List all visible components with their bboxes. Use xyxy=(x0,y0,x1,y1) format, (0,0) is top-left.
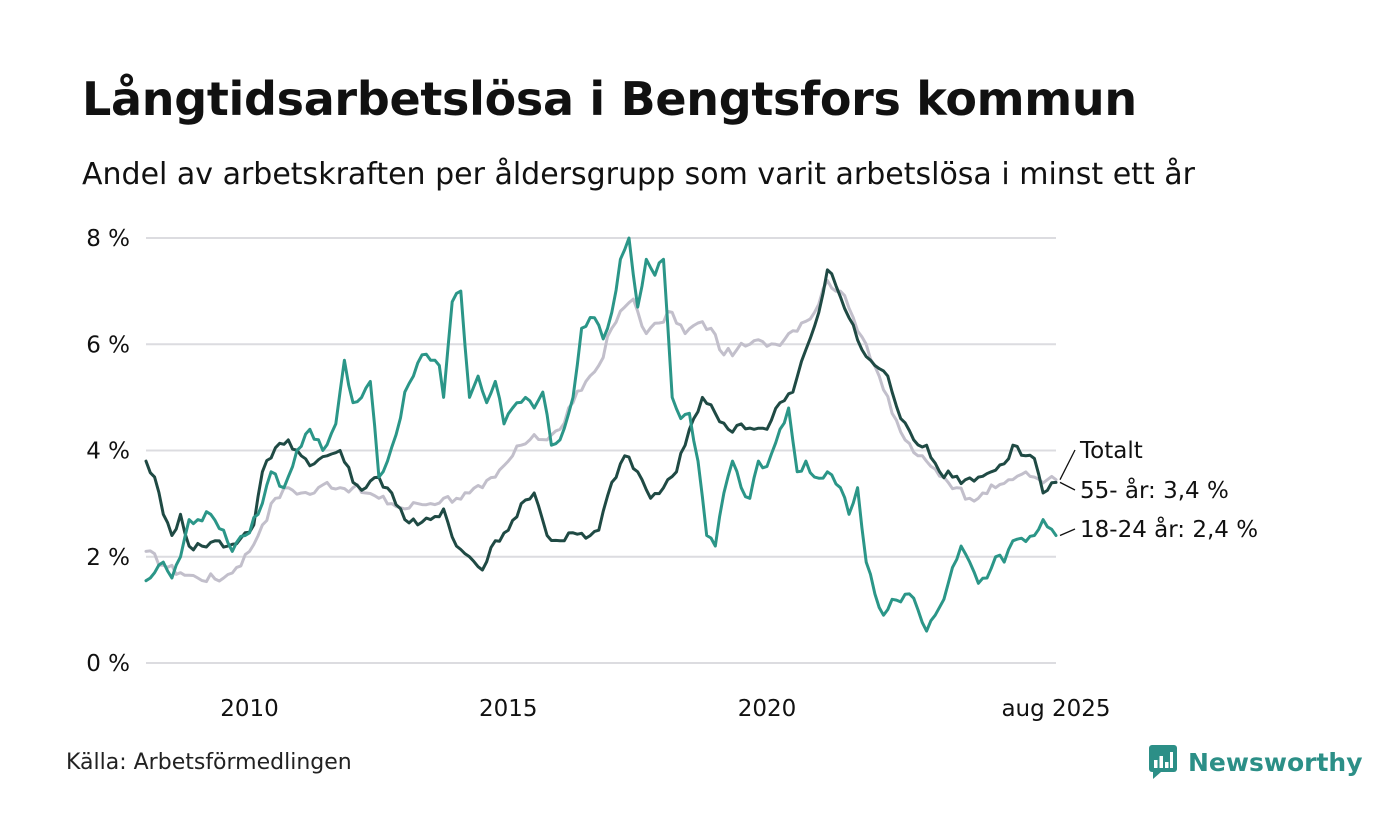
series-end-label: 18-24 år: 2,4 % xyxy=(1080,515,1258,543)
y-tick-label: 8 % xyxy=(86,226,130,252)
y-tick-label: 4 % xyxy=(86,439,130,465)
series-end-label: Totalt xyxy=(1079,438,1143,464)
series-line xyxy=(144,279,1058,584)
x-tick-label: 2015 xyxy=(479,696,538,722)
y-tick-label: 6 % xyxy=(86,332,130,358)
series-end-label: 55- år: 3,4 % xyxy=(1080,476,1229,504)
newsworthy-brand[interactable]: Newsworthy xyxy=(1148,744,1363,780)
y-tick-label: 0 % xyxy=(86,651,130,677)
x-tick-label: 2010 xyxy=(220,696,279,722)
brand-name: Newsworthy xyxy=(1188,747,1363,777)
x-tick-label: 2020 xyxy=(738,696,797,722)
source-note: Källa: Arbetsförmedlingen xyxy=(66,750,352,775)
y-tick-label: 2 % xyxy=(86,545,130,571)
chart-subtitle: Andel av arbetskraften per åldersgrupp s… xyxy=(82,157,1195,192)
newsworthy-logo-icon xyxy=(1149,745,1177,779)
x-tick-label: aug 2025 xyxy=(1001,696,1110,722)
label-leader-line xyxy=(1059,528,1076,537)
series-line xyxy=(144,268,1058,572)
series-line xyxy=(144,236,1058,633)
label-leader-line xyxy=(1059,449,1076,481)
chart-title: Långtidsarbetslösa i Bengtsfors kommun xyxy=(82,72,1137,126)
label-leader-line xyxy=(1059,481,1076,491)
